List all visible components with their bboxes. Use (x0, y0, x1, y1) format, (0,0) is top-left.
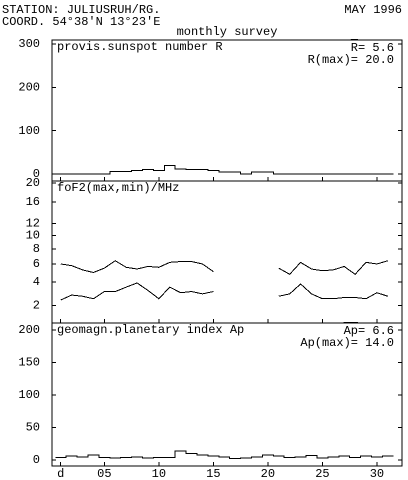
max-label: Ap(max)= 14.0 (300, 336, 394, 350)
series-line (55, 164, 394, 175)
y-tick-label: 200 (18, 323, 40, 337)
date: MAY 1996 (344, 3, 402, 17)
subtitle: monthly survey (177, 25, 278, 39)
panel-frame (51, 180, 403, 324)
x-tick-label: 15 (206, 467, 220, 480)
mean-symbol: R (351, 41, 358, 55)
y-tick-label: 8 (33, 242, 40, 256)
x-tick-label: d (57, 467, 64, 480)
y-tick-label: 100 (18, 124, 40, 138)
y-tick-label: 100 (18, 388, 40, 402)
y-tick-label: 300 (18, 37, 40, 51)
y-tick-label: 20 (26, 176, 40, 190)
mean-symbol: Ap (344, 324, 358, 338)
panel-title: foF2(max,min)/MHz (57, 181, 179, 195)
station: STATION: JULIUSRUH/RG. (2, 3, 160, 17)
panel-title: provis.sunspot number R (57, 40, 223, 54)
y-tick-label: 10 (26, 229, 40, 243)
series-line (60, 260, 388, 275)
y-tick-label: 6 (33, 257, 40, 271)
max-label: R(max)= 20.0 (308, 53, 394, 67)
y-tick-label: 4 (33, 275, 40, 289)
mean-value: = 5.6 (358, 41, 394, 55)
y-tick-label: 16 (26, 195, 40, 209)
y-tick-label: 2 (33, 299, 40, 313)
x-tick-label: 05 (97, 467, 111, 480)
x-tick-label: 25 (315, 467, 329, 480)
y-tick-label: 0 (33, 453, 40, 467)
mean-label: R= 5.6 (351, 41, 394, 55)
y-tick-label: 50 (26, 421, 40, 435)
y-tick-label: 12 (26, 217, 40, 231)
mean-label: Ap= 6.6 (344, 324, 394, 338)
series-line (60, 282, 388, 301)
y-tick-label: 200 (18, 81, 40, 95)
y-tick-label: 0 (33, 167, 40, 181)
panel-title: geomagn.planetary index Ap (57, 323, 244, 337)
x-tick-label: 30 (370, 467, 384, 480)
x-tick-label: 20 (261, 467, 275, 480)
y-tick-label: 150 (18, 356, 40, 370)
series-line (55, 450, 394, 460)
x-tick-label: 10 (152, 467, 166, 480)
coord: COORD. 54°38'N 13°23'E (2, 15, 160, 29)
mean-value: = 6.6 (358, 324, 394, 338)
